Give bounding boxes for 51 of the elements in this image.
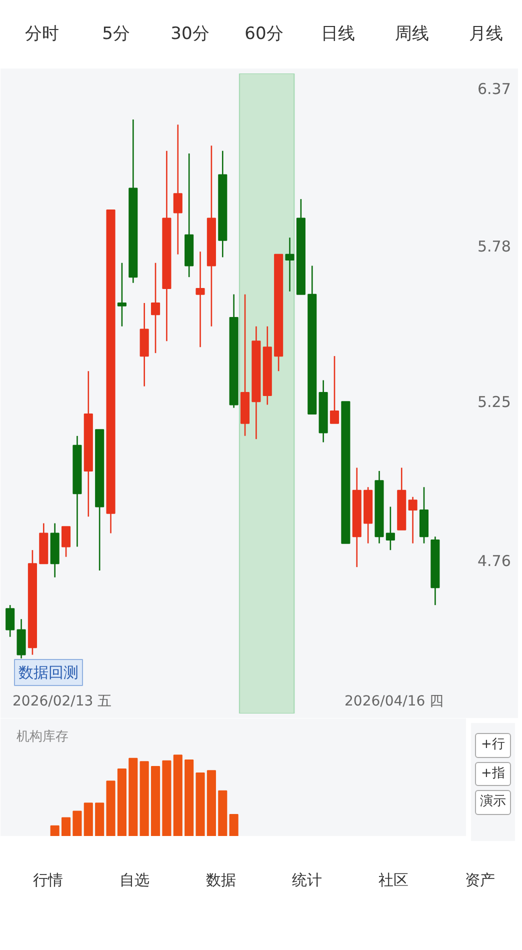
y-tick-label: 5.25: [478, 393, 511, 412]
text: 统计: [291, 870, 324, 892]
text: 60分: [244, 22, 284, 46]
chart-title: 机构库存: [16, 730, 68, 744]
candlestick: [408, 496, 418, 544]
bar: [117, 768, 126, 836]
text: 资产: [464, 870, 496, 892]
annotation: 数据回测: [18, 664, 78, 682]
text: 5分: [101, 22, 131, 46]
candlestick: [196, 250, 205, 348]
candlestick: [6, 604, 15, 638]
y-tick-label: 5.78: [478, 237, 511, 256]
text: +行: [475, 733, 511, 758]
candlestick: [150, 262, 160, 354]
text: 月线: [468, 22, 504, 46]
text: 分时: [24, 22, 60, 46]
text: 30分: [170, 22, 210, 46]
candlestick: [330, 355, 340, 424]
candlestick: [173, 124, 182, 256]
bar: [206, 770, 216, 836]
bar: [50, 825, 60, 836]
bar: [95, 802, 104, 836]
candlestick: [285, 236, 294, 292]
bar: [218, 790, 228, 836]
bar: [84, 802, 93, 836]
annotation: 2026/02/13 五: [12, 694, 112, 710]
text: 周线: [394, 22, 430, 46]
annotation: 2026/04/16 四: [344, 694, 444, 710]
bar: [128, 758, 138, 836]
bar: [62, 817, 71, 836]
bar: [150, 766, 160, 836]
bar: [162, 760, 172, 836]
bar: [196, 772, 205, 836]
text: +指: [475, 762, 511, 786]
bar: [72, 810, 82, 836]
y-tick-label: 6.37: [478, 80, 511, 98]
text: 社区: [377, 870, 410, 892]
bar: [140, 761, 149, 836]
text: 数据: [204, 870, 237, 892]
bar: [229, 814, 238, 836]
candlestick: [117, 262, 126, 328]
bar: [173, 754, 182, 836]
text: 演示: [475, 790, 511, 815]
text: 日线: [320, 22, 356, 46]
bar: [106, 780, 116, 836]
candlestick: [386, 506, 395, 551]
candlestick: [62, 526, 71, 558]
text: 行情: [32, 870, 64, 892]
text: 自选: [118, 870, 150, 892]
y-tick-label: 4.76: [478, 552, 511, 570]
bar: [184, 760, 194, 836]
